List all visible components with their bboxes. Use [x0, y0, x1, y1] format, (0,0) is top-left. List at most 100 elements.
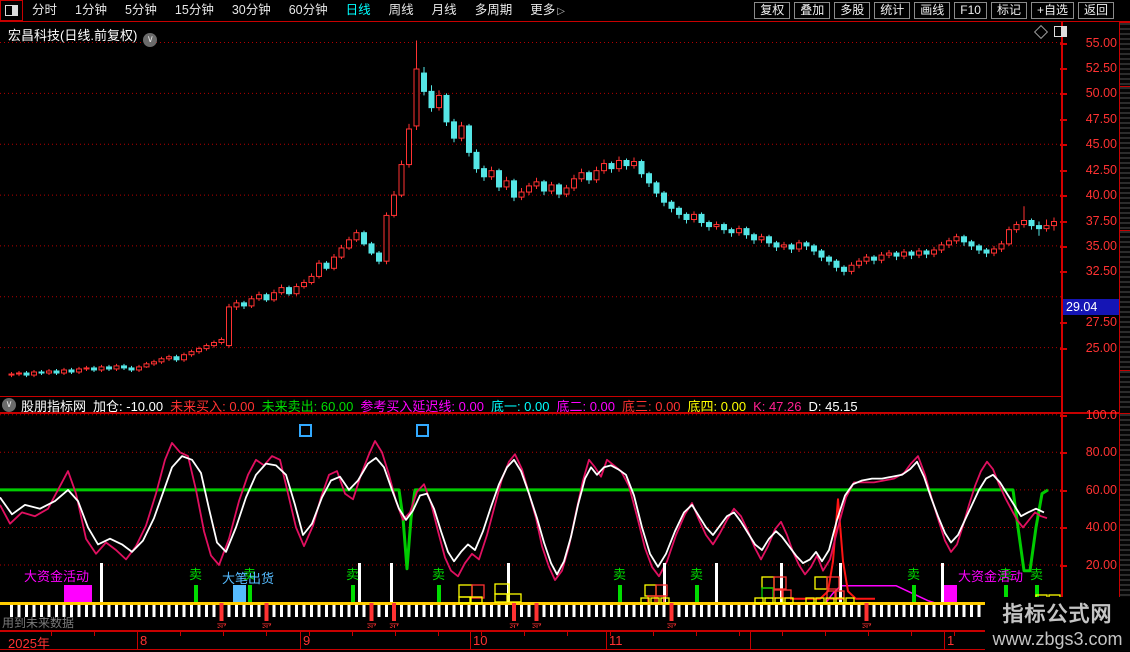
top-toolbar: 分时 1分钟 5分钟 15分钟 30分钟 60分钟 日线 周线 月线 多周期 更多 ▷ 复权 叠加 多股统… [0, 0, 1130, 22]
timeline-month-label: 9 [303, 633, 311, 648]
buy-signal-label: 买 [509, 622, 520, 628]
axis-line [1061, 22, 1063, 648]
price-axis-label: 47.50 [1085, 111, 1117, 126]
toolbar-button-返回[interactable]: 返回 [1077, 2, 1114, 19]
tab-period-3[interactable]: 15分钟 [174, 2, 214, 17]
toolbar-button-多股[interactable]: 多股 [834, 2, 871, 19]
indicator-field: 未来买入: 0.00 [170, 398, 255, 414]
sell-signal-label: 卖 [1030, 567, 1043, 582]
price-axis-label: 32.50 [1085, 264, 1117, 279]
buy-signal-label: 买 [261, 622, 272, 628]
sell-signal-label: 卖 [690, 567, 703, 582]
price-axis-label: 37.50 [1085, 213, 1117, 228]
toolbar-button-叠加[interactable]: 叠加 [794, 2, 831, 19]
price-axis-label: 27.50 [1085, 315, 1117, 330]
timeline-month-label: 8 [140, 633, 148, 648]
chevron-down-icon[interactable]: ∨ [2, 398, 16, 412]
buy-signal-label: 买 [389, 622, 400, 628]
tab-period-2[interactable]: 5分钟 [124, 2, 157, 17]
chart-corner-icons [1033, 24, 1067, 39]
buy-signal-label: 买 [366, 622, 377, 628]
panel-toggle-icon[interactable] [1054, 26, 1067, 37]
buy-signal-label: 买 [666, 622, 677, 628]
indicator-field: 底二: 0.00 [556, 398, 615, 414]
indicator-field: 参考买入延迟线: 0.00 [360, 398, 484, 414]
indicator-axis-label: 60.00 [1085, 482, 1117, 497]
indicator-field: 底四: 0.00 [687, 398, 747, 414]
chart-title: 宏昌科技(日线.前复权) ∨ [8, 25, 158, 47]
indicator-field: D: 45.15 [808, 398, 858, 414]
price-axis-label: 35.00 [1085, 238, 1117, 253]
buy-signal-label: 买 [531, 622, 542, 628]
indicator-axis-label: 80.00 [1085, 445, 1117, 460]
sell-signal-label: 卖 [907, 567, 920, 582]
more-arrow-icon: ▷ [557, 5, 565, 17]
indicator-field: 加仓: -10.00 [93, 398, 164, 414]
future-data-note: 用到未来数据 [2, 616, 75, 630]
panel-divider [0, 412, 1130, 414]
sell-signal-label: 卖 [432, 567, 445, 582]
price-axis: 55.00 52.50 50.00 47.50 45.00 42.50 40.00 37.50… [1060, 22, 1119, 648]
indicator-header: ∨ 股朋指标网 加仓: -10.00 未来买入: 0.00 未来卖出: 60.00 参… [0, 396, 1060, 415]
toolbar-button-复权[interactable]: 复权 [754, 2, 791, 19]
price-axis-label: 52.50 [1085, 60, 1117, 75]
tab-period-7[interactable]: 周线 [388, 2, 414, 17]
toolbar-right-buttons: 复权 叠加 多股 统计 画线 F10 标记 +自选 返回 [752, 2, 1130, 19]
price-axis-label: 55.00 [1085, 35, 1117, 50]
stock-title-label: 宏昌科技(日线.前复权) [8, 28, 138, 43]
panel-divider [0, 396, 1062, 397]
price-axis-label: 40.00 [1085, 188, 1117, 203]
indicator-values: 加仓: -10.00 未来买入: 0.00 未来卖出: 60.00 参考买入延迟线: … [93, 396, 865, 415]
timeline-year-label: 2025年 [8, 636, 50, 651]
indicator-axis-label: 20.00 [1085, 558, 1117, 573]
indicator-name: 股朋指标网 [21, 398, 87, 414]
buy-signal-label: 买 [861, 622, 872, 628]
chevron-down-icon[interactable]: ∨ [143, 33, 158, 47]
indicator-field: K: 47.26 [753, 398, 802, 414]
buy-signal-label: 买 [216, 622, 227, 628]
toolbar-button-标记[interactable]: 标记 [990, 2, 1027, 19]
tab-period-8[interactable]: 月线 [431, 2, 457, 17]
bottom-partial-strip [0, 649, 1062, 651]
price-axis-label: 45.00 [1085, 137, 1117, 152]
price-axis-label: 42.50 [1085, 162, 1117, 177]
tab-period-10[interactable]: 更多 ▷ [530, 2, 565, 17]
sell-signal-label: 卖 [999, 567, 1012, 582]
diamond-marker-icon[interactable] [1033, 24, 1049, 39]
indicator-field: 底三: 0.00 [622, 398, 681, 414]
tab-period-0[interactable]: 分时 [32, 2, 58, 17]
watermark: 指标公式网 www.zbgs3.com [985, 597, 1130, 650]
sell-signal-label: 卖 [346, 567, 359, 582]
price-axis-label: 25.00 [1085, 340, 1117, 355]
big-money-label: 大资金活动 [24, 569, 89, 584]
toolbar-button-画线[interactable]: 画线 [914, 2, 951, 19]
timeline-month-label: 10 [473, 633, 488, 648]
indicator-axis-label: 100.0 [1085, 407, 1117, 422]
timeline-month-label: 11 [609, 633, 623, 648]
current-price-badge: 29.04 [1063, 298, 1122, 315]
toolbar-button-统计[interactable]: 统计 [874, 2, 911, 19]
right-side-strip[interactable] [1119, 0, 1130, 651]
layout-toggle-button[interactable] [0, 0, 23, 21]
timeline-axis[interactable]: 2025年 8 9 10 11 1 [0, 630, 1062, 651]
price-axis-label: 50.00 [1085, 86, 1117, 101]
tab-period-1[interactable]: 1分钟 [75, 2, 107, 17]
timeline-month-label: 1 [947, 633, 955, 648]
tab-period-6[interactable]: 日线 [345, 2, 371, 17]
big-sell-label: 大笔出货 [222, 571, 274, 586]
watermark-title: 指标公式网 [1002, 602, 1113, 626]
sell-signal-label: 卖 [189, 567, 202, 582]
big-money-label: 大资金活动 [958, 569, 1023, 584]
tab-period-4[interactable]: 30分钟 [231, 2, 271, 17]
indicator-field: 底一: 0.00 [490, 398, 550, 414]
tab-period-5[interactable]: 60分钟 [288, 2, 328, 17]
sell-signal-label: 卖 [613, 567, 626, 582]
tab-period-9[interactable]: 多周期 [474, 2, 513, 17]
indicator-field: 未来卖出: 60.00 [261, 398, 354, 414]
toolbar-button-+自选[interactable]: +自选 [1030, 2, 1074, 19]
window-split-icon [5, 5, 18, 16]
period-tabs: 分时 1分钟 5分钟 15分钟 30分钟 60分钟 日线 周线 月线 多周期 更多 ▷ [23, 0, 574, 22]
watermark-url: www.zbgs3.com [992, 628, 1123, 649]
indicator-axis-label: 40.00 [1085, 520, 1117, 535]
toolbar-button-F10[interactable]: F10 [954, 2, 987, 19]
